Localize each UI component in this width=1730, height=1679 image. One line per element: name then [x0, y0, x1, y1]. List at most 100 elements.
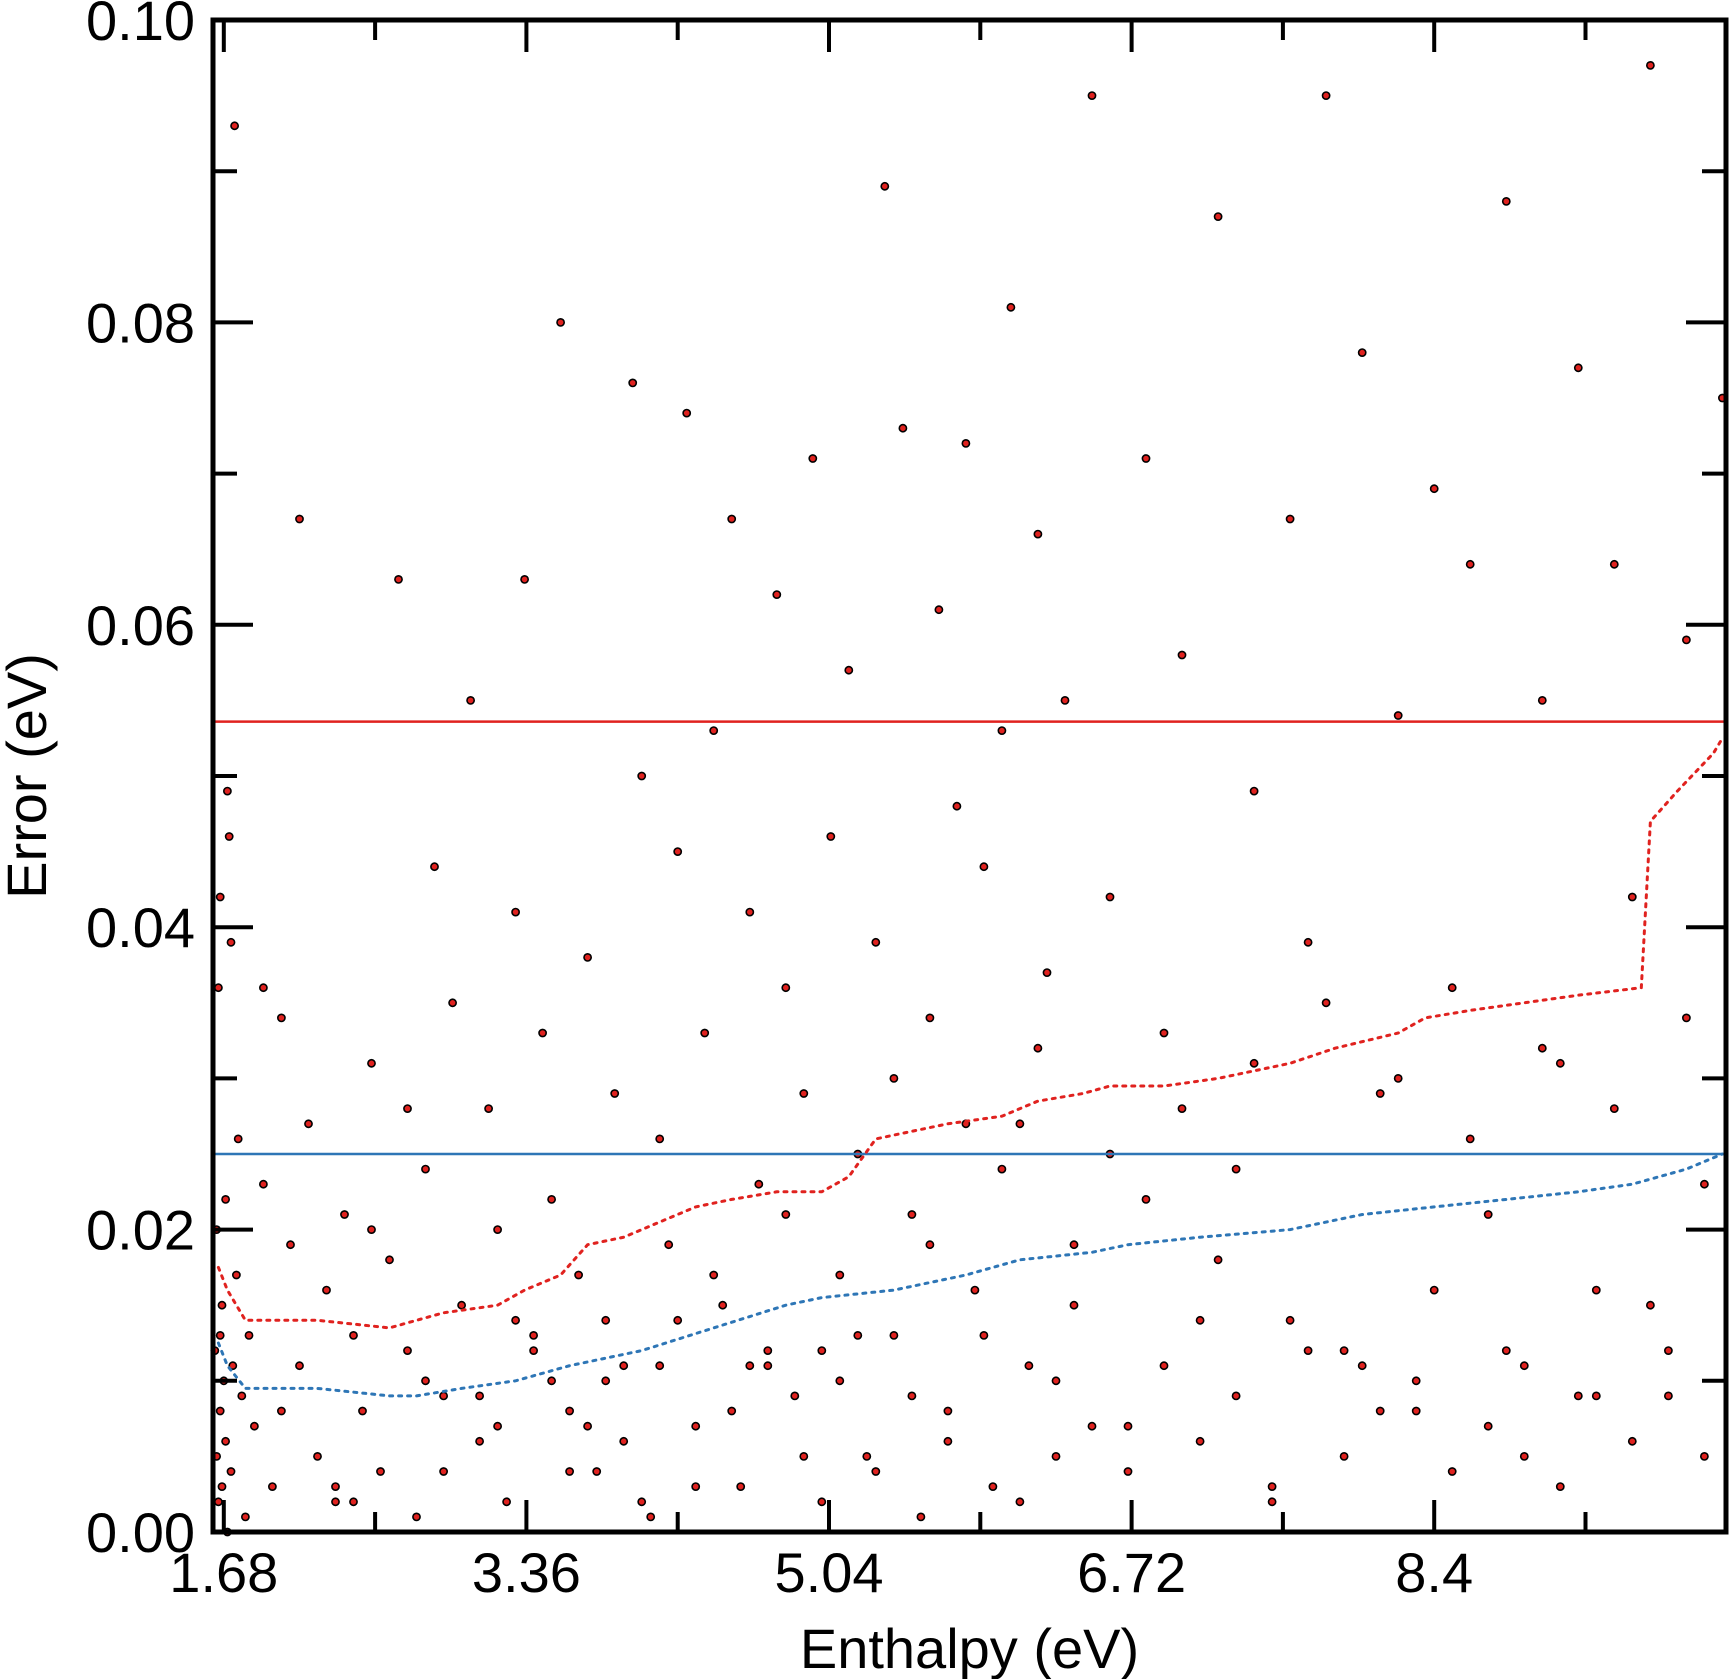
scatter-point — [295, 1361, 304, 1371]
scatter-point — [1609, 1104, 1619, 1113]
trend-line — [216, 736, 1724, 1330]
scatter-point — [221, 1195, 230, 1204]
scatter-point — [637, 771, 647, 781]
scatter-point — [1429, 484, 1439, 494]
scatter-point — [1015, 1119, 1025, 1129]
scatter-point — [1303, 937, 1313, 947]
scatter-point — [1024, 1361, 1034, 1371]
scatter-point — [1231, 1391, 1241, 1401]
scatter-point — [367, 1225, 376, 1234]
scatter-point — [412, 1512, 421, 1522]
scatter-point — [1177, 650, 1187, 660]
scatter-point — [1105, 892, 1115, 902]
scatter-point — [745, 907, 755, 917]
scatter-point — [385, 1255, 394, 1265]
scatter-point — [682, 408, 692, 418]
scatter-point — [1123, 1421, 1133, 1431]
scatter-point — [276, 1013, 286, 1023]
scatter-point — [322, 1285, 331, 1295]
scatter-point — [700, 1028, 710, 1038]
scatter-point — [1213, 1255, 1223, 1265]
scatter-point — [286, 1240, 295, 1250]
scatter-point — [1591, 1285, 1601, 1295]
scatter-point — [1682, 1013, 1691, 1023]
scatter-point — [457, 1300, 466, 1310]
scatter-point — [1339, 1346, 1349, 1355]
scatter-point — [502, 1497, 511, 1507]
scatter-point — [493, 1421, 502, 1431]
scatter-point — [1537, 696, 1547, 705]
scatter-point — [844, 665, 854, 675]
scatter-point — [222, 786, 232, 796]
scatter-point — [691, 1482, 701, 1491]
scatter-point — [871, 937, 881, 947]
scatter-point — [655, 1134, 665, 1144]
scatter-point — [1411, 1406, 1421, 1416]
scatter-point — [240, 1512, 250, 1522]
scatter-point — [565, 1467, 574, 1476]
scatter-point — [221, 1436, 230, 1446]
scatter-point — [403, 1104, 412, 1113]
scatter-point — [745, 1361, 755, 1371]
scatter-point — [313, 1452, 322, 1461]
scatter-point — [799, 1089, 809, 1098]
scatter-point — [226, 937, 236, 947]
x-tick-label: 8.4 — [1395, 1541, 1473, 1604]
scatter-point — [727, 1406, 737, 1416]
x-tick-label: 6.72 — [1077, 1541, 1186, 1604]
scatter-point — [781, 983, 791, 993]
scatter-point — [1357, 348, 1367, 357]
scatter-point — [592, 1467, 602, 1476]
scatter-point — [340, 1210, 349, 1219]
scatter-point — [215, 892, 225, 902]
y-axis-title: Error (eV) — [0, 653, 58, 899]
scatter-point — [1700, 1179, 1709, 1189]
scatter-point — [439, 1467, 448, 1476]
scatter-point — [1213, 212, 1223, 221]
scatter-point — [1123, 1467, 1133, 1476]
scatter-point — [754, 1179, 764, 1189]
scatter-point — [226, 1467, 236, 1476]
scatter-point — [1700, 1452, 1709, 1461]
scatter-point — [1069, 1300, 1079, 1310]
scatter-point — [1537, 1043, 1547, 1053]
scatter-point — [556, 317, 565, 327]
scatter-point — [529, 1331, 538, 1340]
scatter-point — [1249, 1058, 1259, 1068]
scatter-point — [1393, 711, 1403, 720]
scatter-point — [394, 575, 403, 584]
scatter-point — [619, 1361, 629, 1371]
scatter-point — [1231, 1164, 1241, 1174]
scatter-point — [213, 983, 223, 993]
scatter-point — [295, 514, 304, 524]
scatter-point — [421, 1376, 430, 1386]
scatter-point — [1033, 529, 1043, 539]
scatter-point — [1069, 1240, 1079, 1250]
scatter-point — [1465, 559, 1475, 569]
scatter-point — [610, 1089, 620, 1098]
scatter-point — [889, 1074, 899, 1083]
scatter-point — [331, 1482, 340, 1491]
scatter-point — [826, 832, 836, 841]
scatter-point — [673, 847, 683, 856]
scatter-point — [1646, 1300, 1655, 1310]
scatter-point — [1087, 1421, 1097, 1431]
axis-ticks — [213, 18, 1726, 1534]
scatter-point — [228, 1361, 238, 1371]
scatter-point — [215, 1331, 225, 1340]
scatter-point — [258, 1179, 268, 1189]
scatter-point — [1411, 1376, 1421, 1386]
scatter-point — [943, 1406, 953, 1416]
scatter-point — [547, 1195, 556, 1204]
trend-line — [216, 1152, 1724, 1398]
scatter-point — [637, 1497, 647, 1507]
scatter-point — [646, 1512, 656, 1522]
scatter-point — [511, 1315, 520, 1325]
scatter-point — [574, 1270, 583, 1280]
scatter-point — [1519, 1452, 1529, 1461]
scatter-point — [1627, 892, 1637, 902]
scatter-point — [244, 1331, 254, 1340]
x-tick-labels: 1.68 3.36 5.04 6.72 8.4 — [169, 1541, 1473, 1604]
scatter-point — [871, 1467, 881, 1476]
y-tick-label: 0.08 — [86, 291, 195, 354]
